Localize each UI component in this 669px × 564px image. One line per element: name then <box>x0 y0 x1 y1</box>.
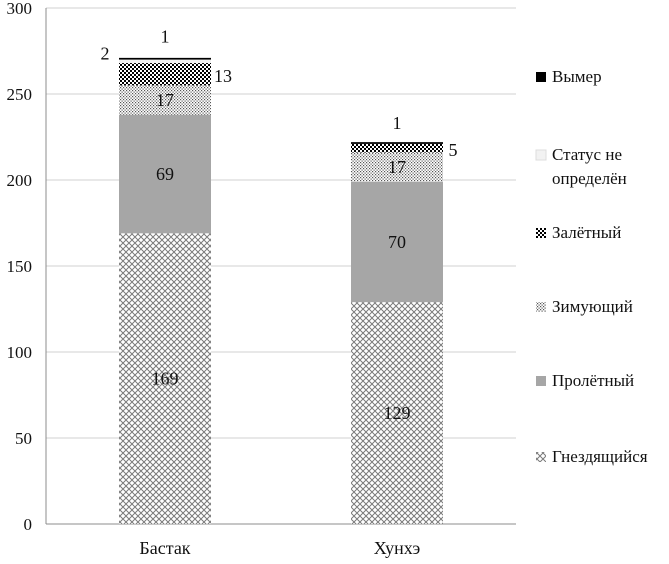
bar-segment-dots <box>119 85 211 115</box>
data-label: 69 <box>156 164 174 184</box>
legend-label: Статус не определён <box>552 145 627 188</box>
legend-item: Гнездящийся <box>536 447 648 466</box>
legend-label: Зимующий <box>552 297 633 316</box>
data-label: 129 <box>384 403 411 423</box>
data-label: 70 <box>388 232 406 252</box>
bar-segment-light-gray <box>119 59 211 64</box>
y-tick-label: 200 <box>7 171 33 190</box>
legend-swatch <box>536 72 546 82</box>
bar-segment-dense-check <box>351 143 443 153</box>
y-tick-label: 250 <box>7 85 33 104</box>
legend-label: Залётный <box>552 223 621 242</box>
data-label: 17 <box>388 157 406 177</box>
legend-item: Зимующий <box>536 297 633 316</box>
bar-segment-crosshatch <box>351 302 443 524</box>
legend-label: Гнездящийся <box>552 447 648 466</box>
legend-label: Пролётный <box>552 371 634 390</box>
bar-segment-solid-gray <box>119 114 211 234</box>
data-label: 2 <box>101 43 110 63</box>
x-tick-label: Хунхэ <box>374 538 421 558</box>
y-tick-label: 0 <box>24 515 33 534</box>
bar-segment-dots <box>351 152 443 182</box>
data-label: 169 <box>152 369 179 389</box>
bar-segment-solid-black <box>351 142 443 144</box>
data-label: 5 <box>449 140 458 160</box>
bar-segment-dense-check <box>119 63 211 86</box>
data-label: 1 <box>161 27 170 47</box>
x-tick-label: Бастак <box>139 538 190 558</box>
bar-segment-solid-gray <box>351 181 443 303</box>
legend-item: Вымер <box>536 67 602 86</box>
legend-swatch <box>536 302 546 312</box>
bar-segment-crosshatch <box>119 233 211 524</box>
data-label: 17 <box>156 90 174 110</box>
legend-swatch <box>536 452 546 462</box>
bar-segment-solid-black <box>119 57 211 60</box>
legend-item: Залётный <box>536 223 621 242</box>
y-tick-label: 150 <box>7 257 33 276</box>
legend-item: Статус не определён <box>535 145 627 188</box>
data-label: 1 <box>393 113 402 133</box>
legend-label: Вымер <box>552 67 602 86</box>
legend-swatch <box>536 376 546 386</box>
y-tick-label: 50 <box>15 429 32 448</box>
legend-swatch <box>536 228 546 238</box>
legend-item: Пролётный <box>536 371 634 390</box>
y-tick-label: 100 <box>7 343 33 362</box>
data-label: 13 <box>214 66 232 86</box>
legend-swatch <box>535 149 547 161</box>
y-tick-label: 300 <box>7 0 33 18</box>
